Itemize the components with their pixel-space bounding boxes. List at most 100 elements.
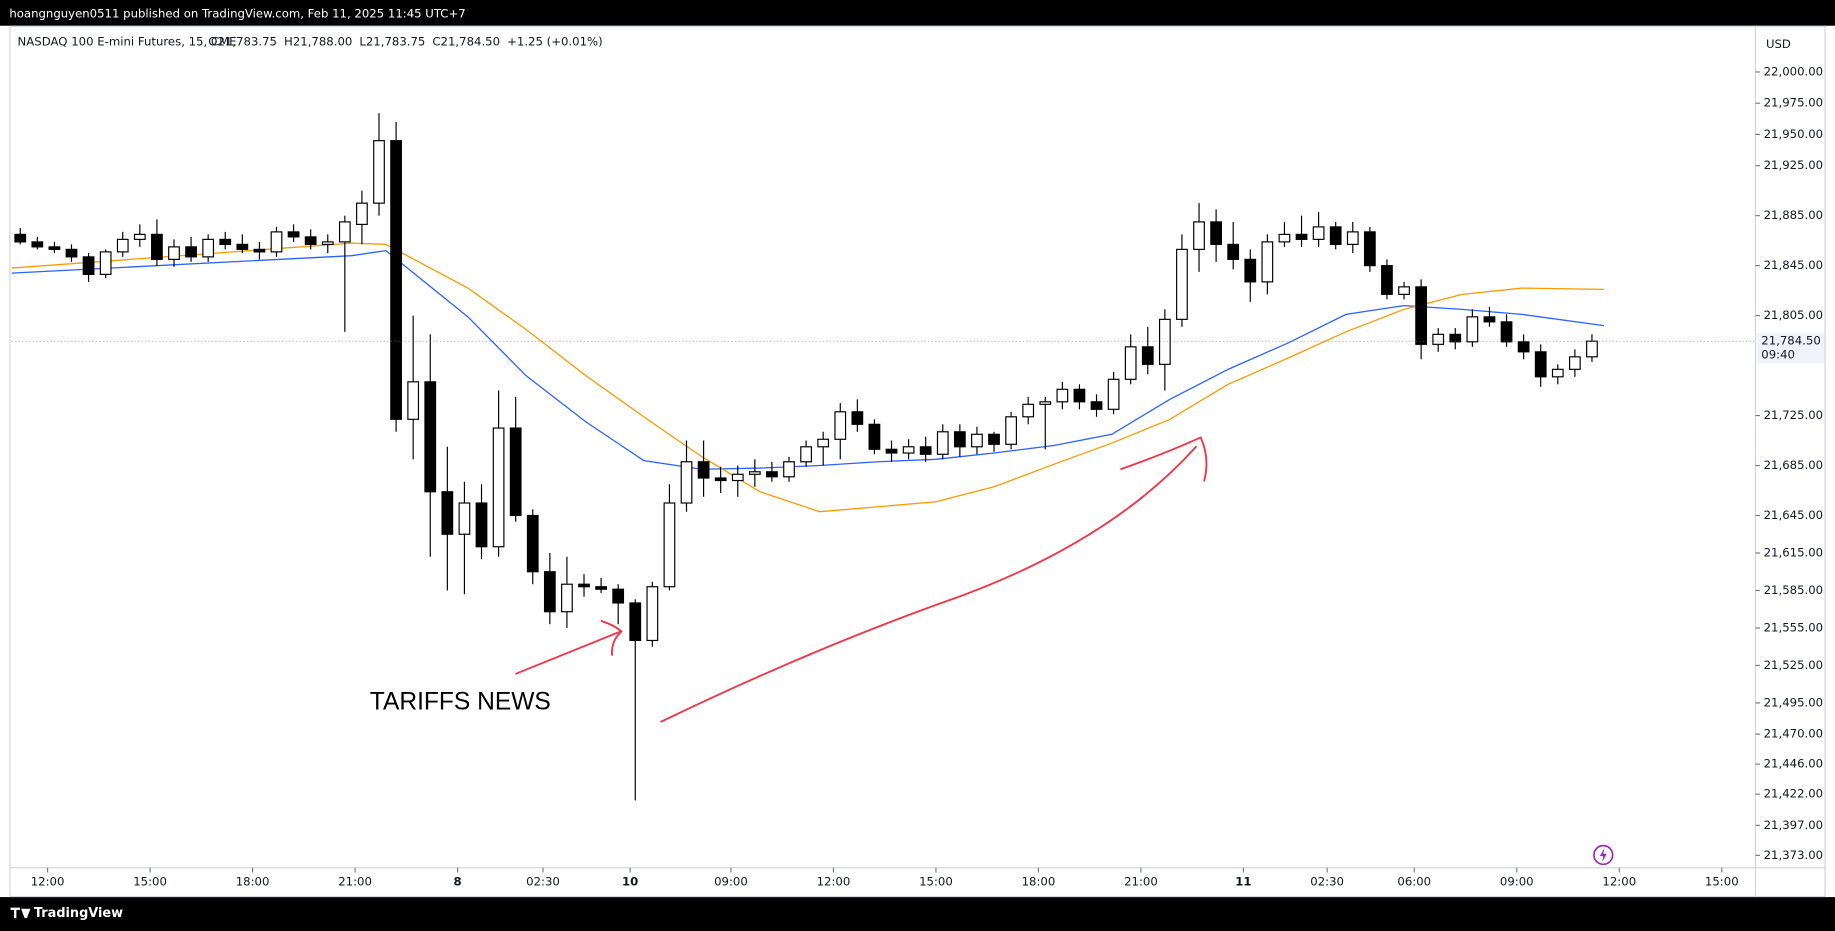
x-tick-label: 15:00 [919, 874, 953, 888]
candle-body [390, 140, 402, 420]
y-tick-label: 22,000.00 [1764, 64, 1824, 78]
arrow-large-head [1120, 436, 1208, 482]
candle-body [1090, 401, 1103, 410]
candle-body [492, 427, 505, 548]
x-tick-label: 15:00 [1705, 874, 1739, 888]
x-tick-label: 12:00 [31, 874, 65, 888]
candle-body [236, 243, 249, 250]
candle-body [168, 246, 180, 260]
candle-body [99, 251, 112, 275]
candle-body [1517, 341, 1530, 353]
y-tick-label: 21,615.00 [1764, 545, 1824, 559]
x-tick-label: 09:00 [1500, 874, 1534, 888]
candle-body [475, 502, 488, 548]
candle-body [936, 431, 949, 455]
x-tick-label: 12:00 [817, 874, 851, 888]
candle-body [663, 502, 676, 588]
brand-name: TradingView [34, 906, 123, 921]
x-tick-label: 09:00 [714, 874, 748, 888]
y-tick-label: 21,805.00 [1764, 308, 1824, 322]
quote-value: C21,784.50 [432, 35, 500, 49]
alert-icon[interactable] [1593, 844, 1614, 866]
candle-body [646, 586, 659, 642]
candle-body [185, 246, 197, 258]
candle-body [902, 446, 915, 454]
candle-body [1022, 403, 1035, 418]
y-tick-label: 21,885.00 [1764, 208, 1824, 222]
candle-body [971, 433, 983, 448]
candle-body [1586, 340, 1598, 358]
candle-body [612, 588, 625, 604]
arrow-small-head [600, 620, 623, 656]
x-tick-label: 18:00 [1022, 874, 1056, 888]
candle-body [851, 411, 864, 425]
candle-body [988, 433, 1000, 445]
x-tick-label: 11 [1235, 874, 1251, 888]
candle-body [407, 381, 420, 420]
candle-body [458, 502, 471, 535]
quote-value: O21,783.75 [208, 35, 277, 49]
candle-body [1056, 388, 1069, 403]
candle-body [1415, 286, 1427, 345]
alert-circle[interactable] [1593, 844, 1614, 866]
candle-body [1363, 231, 1376, 267]
candle-body [356, 202, 368, 225]
publisher: hoangnguyen0511 published on TradingView… [9, 7, 465, 21]
y-tick-label: 21,495.00 [1764, 695, 1824, 709]
candle-body [1073, 388, 1086, 403]
y-tick-label: 21,645.00 [1764, 508, 1824, 522]
candle-body [1244, 258, 1257, 283]
candle-body [834, 411, 847, 440]
ema-line [11, 249, 1604, 470]
candle-body [1534, 351, 1547, 378]
ema-line [11, 242, 1604, 513]
currency: USD [1766, 37, 1791, 51]
candle-body [1466, 316, 1479, 343]
candle-body [1039, 401, 1052, 405]
y-tick-label: 21,585.00 [1764, 583, 1824, 597]
quote-value: H21,788.00 [284, 35, 352, 49]
candle-body [321, 241, 334, 245]
candle-body [1141, 346, 1154, 365]
candle-body [133, 233, 146, 240]
candle-body [82, 256, 95, 275]
plot-area: 22,000.00 21,975.00 21,950.00 21,925.00 21,8… [11, 35, 1825, 888]
candle-body [116, 238, 129, 253]
x-tick-label: 12:00 [1602, 874, 1636, 888]
candle-body [800, 446, 812, 463]
candle-body [304, 236, 317, 245]
y-tick-label: 21,525.00 [1764, 658, 1824, 672]
y-tick-label: 21,975.00 [1764, 96, 1824, 110]
chart-frame [9, 25, 1826, 898]
y-tick-label: 21,422.00 [1764, 787, 1824, 801]
quote-value: L21,783.75 [359, 35, 425, 49]
candle-body [766, 471, 778, 478]
candle-body [1278, 233, 1291, 243]
candle-body [680, 461, 693, 504]
candle-body [287, 231, 300, 238]
candle-body [578, 583, 590, 588]
candle-body [1551, 368, 1564, 378]
arrow-large [660, 445, 1197, 723]
y-tick-label: 21,470.00 [1764, 727, 1824, 741]
alert-bolt[interactable] [1599, 847, 1607, 862]
x-tick-label: 02:30 [526, 874, 560, 888]
arrow-small [515, 630, 622, 675]
candle-body [1261, 241, 1274, 283]
candle-body [48, 246, 61, 250]
candle-body [1176, 248, 1188, 320]
brand-logo [10, 907, 31, 919]
candle-body [338, 221, 351, 243]
candle-body [595, 586, 607, 590]
last-price-tag [1756, 333, 1825, 364]
candle-body [1449, 333, 1462, 343]
candle-body [885, 448, 898, 454]
footer-bar [0, 897, 1835, 931]
candle-body [783, 461, 795, 478]
y-tick-label: 21,373.00 [1764, 848, 1824, 862]
candle-body [748, 471, 761, 475]
candle-body [1005, 416, 1017, 445]
candle-body [65, 248, 78, 258]
x-tick-label: 21:00 [338, 874, 372, 888]
candle-body [1158, 318, 1171, 365]
